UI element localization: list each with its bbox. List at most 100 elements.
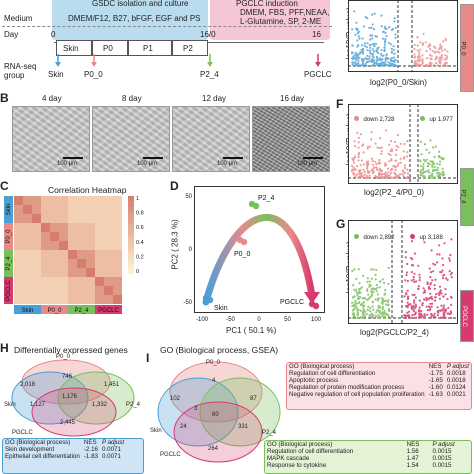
- volcano-point: [434, 278, 437, 281]
- volcano-point: [351, 269, 354, 272]
- volcano-point: [432, 162, 436, 166]
- volcano-point: [430, 295, 433, 298]
- volcano-point: [376, 176, 379, 179]
- heatmap-cell: [14, 214, 23, 223]
- volcano-point: [438, 172, 441, 175]
- heatmap-cell: [113, 232, 122, 241]
- volcano-point: [424, 41, 427, 44]
- volcano-point: [443, 309, 446, 312]
- volcano-point: [406, 168, 409, 171]
- volcano-point: [351, 57, 354, 60]
- volcano-point: [393, 171, 396, 174]
- volcano-point: [368, 26, 371, 29]
- culture-header-bg: [52, 0, 208, 40]
- g-legend-down: down 2,892: [354, 226, 394, 244]
- volcano-point: [392, 48, 395, 52]
- heatmap-cell: [23, 196, 32, 205]
- volcano-point: [423, 313, 426, 316]
- volcano-point: [394, 26, 397, 29]
- volcano-point: [382, 176, 385, 179]
- volcano-point: [440, 56, 443, 60]
- volcano-point: [386, 63, 389, 67]
- volcano-point: [384, 162, 387, 165]
- volcano-point: [386, 167, 390, 170]
- volcano-point: [442, 295, 445, 298]
- volcano-point: [390, 172, 393, 175]
- volcano-point: [423, 315, 426, 318]
- sample-arrows: [55, 54, 321, 67]
- volcano-point: [423, 176, 426, 180]
- volcano-point: [364, 297, 367, 300]
- volcano-point: [354, 175, 357, 178]
- i-count-skin: 102: [170, 396, 181, 402]
- volcano-point: [436, 309, 439, 313]
- heatmap-cell: [68, 268, 77, 277]
- volcano-point: [422, 158, 425, 161]
- volcano-point: [356, 313, 359, 316]
- i-go-top-table: GO (Biological process) NES P adjust Regul…: [287, 363, 471, 398]
- volcano-point: [443, 273, 446, 277]
- volcano-point: [444, 293, 447, 296]
- heatmap-cell: [23, 259, 32, 268]
- volcano-point: [366, 169, 369, 172]
- volcano-point: [367, 293, 370, 296]
- volcano-point: [437, 292, 440, 295]
- pca-y-tick: -50: [183, 300, 192, 306]
- volcano-point: [442, 170, 445, 173]
- heatmap-cell: [50, 232, 59, 241]
- medium-label: Medium: [4, 14, 33, 23]
- volcano-point: [351, 157, 354, 160]
- volcano-point: [411, 314, 414, 317]
- volcano-point: [419, 58, 422, 62]
- i-venn: [157, 361, 281, 463]
- pca-point-label: P0_0: [234, 251, 250, 258]
- b-image-12day: 100 μm: [172, 106, 250, 172]
- volcano-point: [428, 306, 431, 309]
- heatmap-cell: [86, 205, 95, 214]
- volcano-point: [353, 288, 356, 291]
- heatmap-row-group: [4, 223, 13, 250]
- volcano-point: [366, 147, 369, 150]
- volcano-point: [413, 252, 416, 255]
- volcano-point: [388, 143, 391, 146]
- volcano-point: [354, 155, 357, 158]
- volcano-point: [430, 62, 433, 65]
- volcano-point: [386, 300, 390, 304]
- heatmap-row-label: P0_0: [6, 229, 12, 244]
- heatmap-cell: [50, 286, 59, 295]
- volcano-point: [358, 169, 361, 172]
- heatmap-cell: [104, 286, 113, 295]
- volcano-point: [428, 53, 431, 56]
- heatmap-cell: [86, 241, 95, 250]
- volcano-point: [413, 53, 416, 56]
- pca-point-label: PGCLC: [280, 299, 304, 306]
- volcano-point: [393, 60, 396, 63]
- volcano-point: [403, 295, 406, 298]
- volcano-point: [429, 44, 432, 47]
- volcano-point: [419, 56, 422, 59]
- volcano-point: [433, 176, 436, 179]
- volcano-point: [381, 278, 384, 281]
- volcano-point: [387, 299, 390, 302]
- f-down-points: [350, 129, 409, 180]
- volcano-point: [436, 64, 439, 67]
- heatmap-legend-tick: 0.4: [136, 240, 144, 246]
- volcano-point: [393, 63, 396, 66]
- volcano-point: [359, 291, 362, 294]
- volcano-point: [394, 159, 397, 162]
- volcano-point: [446, 278, 449, 281]
- volcano-point: [373, 12, 376, 15]
- e-side-tag: P0_0: [460, 4, 474, 92]
- volcano-point: [371, 37, 374, 40]
- volcano-point: [439, 316, 442, 319]
- volcano-point: [391, 63, 395, 66]
- volcano-point: [433, 312, 436, 315]
- volcano-point: [419, 170, 422, 173]
- volcano-point: [383, 293, 386, 296]
- volcano-point: [413, 55, 416, 58]
- volcano-point: [406, 311, 409, 314]
- volcano-point: [450, 296, 453, 299]
- volcano-point: [380, 169, 384, 172]
- volcano-point: [404, 250, 407, 254]
- volcano-point: [434, 316, 437, 319]
